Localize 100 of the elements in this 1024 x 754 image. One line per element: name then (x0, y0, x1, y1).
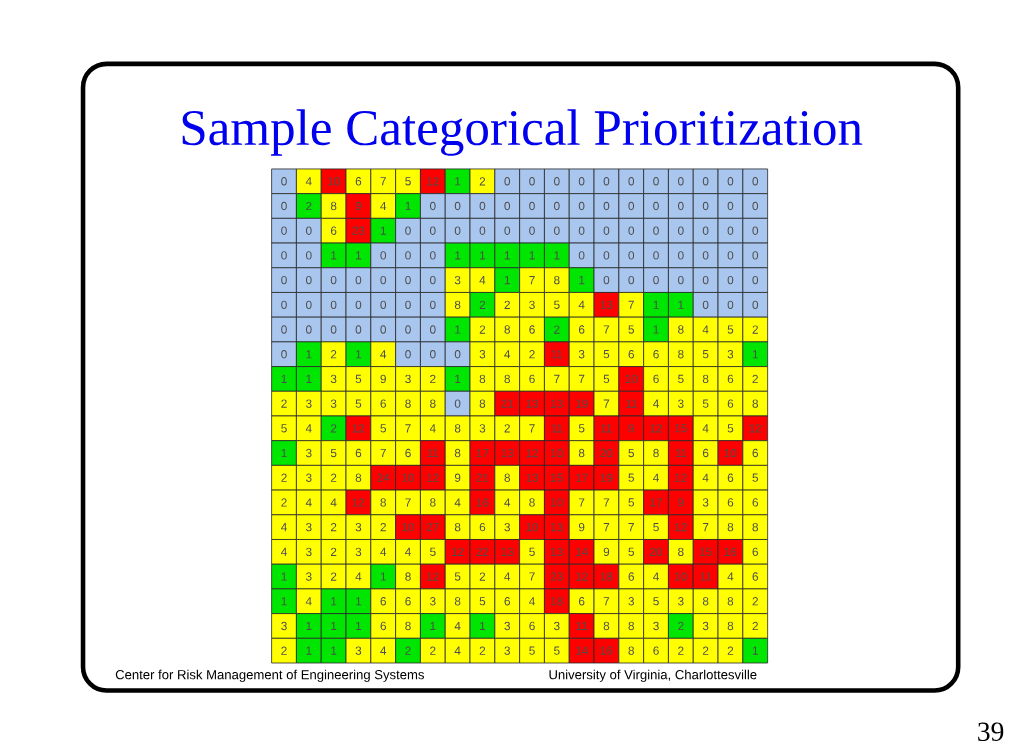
data-label: 6 (330, 226, 337, 235)
data-label: 8 (430, 498, 436, 507)
data-label: 0 (727, 300, 734, 309)
data-label: 0 (405, 275, 411, 285)
data-label: 1 (455, 251, 461, 260)
data-label: 5 (628, 325, 635, 334)
data-label: 5 (702, 349, 709, 359)
data-label: 23 (352, 226, 365, 235)
data-label: 1 (331, 597, 337, 606)
data-label: 3 (454, 275, 461, 285)
data-label: 10 (551, 498, 563, 507)
data-label: 0 (554, 201, 560, 211)
data-label: 0 (529, 176, 535, 186)
data-label: 13 (600, 300, 613, 309)
data-label: 3 (628, 596, 634, 606)
data-label: 6 (628, 349, 634, 359)
data-label: 5 (578, 424, 585, 433)
data-label: 12 (352, 424, 365, 433)
data-label: 0 (405, 300, 411, 309)
data-label: 8 (628, 646, 634, 655)
data-label: 4 (504, 498, 511, 507)
data-label: 6 (380, 621, 386, 630)
data-label: 2 (330, 424, 337, 433)
data-label: 4 (380, 349, 387, 359)
data-label: 5 (554, 646, 560, 655)
data-label: 8 (454, 596, 461, 606)
data-label: 3 (504, 621, 510, 630)
data-label: 0 (430, 275, 436, 285)
data-label: 1 (331, 621, 337, 630)
data-label: 1 (504, 251, 510, 260)
data-label: 6 (727, 374, 734, 383)
data-label: 1 (653, 300, 659, 309)
data-label: 8 (678, 547, 684, 556)
data-label: 7 (529, 275, 535, 284)
data-label: 8 (454, 300, 461, 309)
data-label: 12 (749, 424, 762, 433)
data-label: 0 (281, 275, 287, 285)
data-label: 0 (305, 275, 312, 285)
data-label: 3 (305, 547, 312, 556)
data-label: 9 (355, 201, 362, 211)
data-label: 8 (752, 522, 758, 532)
data-label: 0 (479, 201, 486, 211)
data-label: 4 (281, 522, 287, 532)
data-label: 5 (405, 177, 411, 186)
data-label: 17 (575, 473, 588, 482)
data-label: 5 (529, 547, 535, 556)
data-label: 6 (727, 473, 734, 482)
data-label: 11 (551, 349, 563, 359)
data-label: 4 (429, 424, 436, 433)
data-label: 1 (430, 621, 436, 630)
data-label: 5 (727, 424, 734, 433)
data-label: 2 (678, 621, 684, 630)
data-label: 2 (479, 325, 486, 334)
data-label: 5 (603, 349, 610, 359)
data-label: 1 (579, 275, 585, 284)
data-label: 0 (454, 226, 461, 235)
data-label: 0 (281, 251, 287, 260)
data-label: 5 (355, 399, 362, 408)
data-label: 0 (603, 251, 610, 260)
data-label: 1 (405, 201, 411, 210)
data-label: 12 (427, 473, 439, 482)
data-label: 8 (578, 448, 585, 458)
data-label: 10 (551, 448, 563, 458)
data-label: 10 (402, 473, 415, 482)
data-label: 3 (702, 621, 709, 630)
data-label: 8 (479, 374, 486, 383)
data-label: 0 (678, 275, 684, 285)
data-label: 0 (702, 251, 709, 260)
data-label: 3 (678, 596, 684, 606)
data-label: 5 (628, 448, 635, 457)
data-label: 2 (430, 646, 436, 655)
data-label: 0 (504, 176, 511, 186)
data-label: 19 (600, 473, 613, 482)
data-label: 4 (578, 300, 585, 309)
data-label: 2 (504, 300, 510, 309)
data-label: 2 (306, 201, 312, 210)
data-label: 8 (678, 349, 684, 359)
data-label: 1 (653, 325, 659, 334)
data-label: 16 (476, 498, 489, 507)
data-label: 12 (451, 547, 464, 556)
data-label: 1 (504, 275, 510, 284)
data-label: 8 (405, 399, 411, 408)
data-label: 5 (628, 498, 635, 507)
data-label: 7 (603, 498, 610, 507)
data-label: 4 (305, 597, 312, 606)
data-label: 1 (356, 597, 362, 606)
data-label: 11 (576, 621, 588, 630)
data-label: 0 (305, 251, 312, 260)
data-label: 0 (628, 201, 635, 211)
data-label: 5 (554, 300, 560, 309)
data-label: 3 (653, 621, 659, 630)
data-label: 0 (281, 176, 287, 186)
data-label: 0 (430, 226, 436, 235)
data-label: 0 (752, 300, 759, 309)
data-label: 1 (752, 349, 758, 359)
data-label: 27 (426, 522, 439, 532)
data-label: 1 (529, 251, 535, 260)
data-label: 0 (628, 226, 635, 235)
data-label: 14 (575, 547, 588, 556)
data-label: 7 (603, 597, 610, 606)
